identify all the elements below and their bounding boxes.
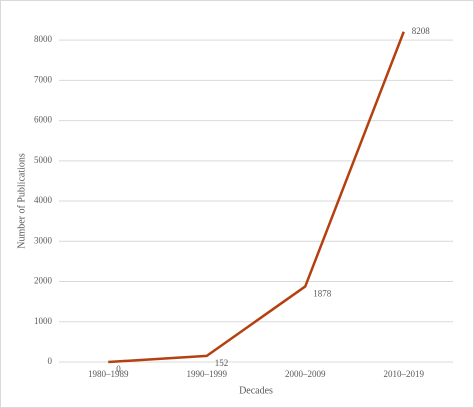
y-tick-label: 5000 [34,155,53,165]
data-label: 0 [116,364,121,374]
data-label: 8208 [412,26,431,36]
y-tick-label: 7000 [34,74,53,84]
y-tick-label: 4000 [34,195,53,205]
y-tick-label: 1000 [34,316,53,326]
x-axis-title: Decades [239,385,273,396]
data-line [108,31,405,364]
x-tick-label: 2000–2009 [285,369,326,379]
x-tick-label: 2010–2019 [384,369,425,379]
data-label: 152 [215,358,229,368]
x-tick-label: 1990–1999 [187,369,228,379]
y-axis-title: Number of Publications [16,153,27,249]
y-tick-label: 3000 [34,235,53,245]
data-label: 1878 [313,289,332,299]
y-tick-label: 6000 [34,115,53,125]
x-tick-label: 1980–1989 [88,369,129,379]
y-tick-label: 0 [48,356,53,366]
y-tick-label: 2000 [34,276,53,286]
y-tick-label: 8000 [34,34,53,44]
